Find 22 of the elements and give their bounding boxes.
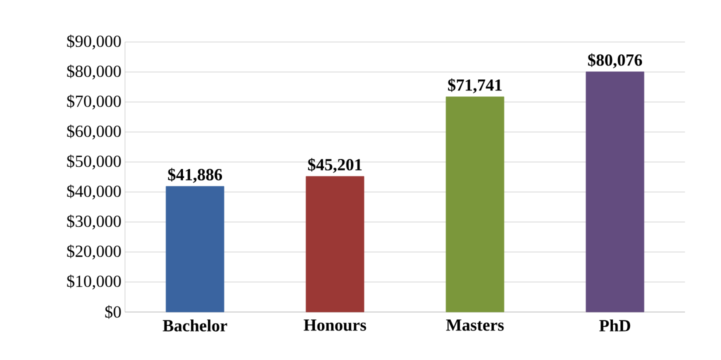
y-tick-label: $90,000 <box>67 34 121 50</box>
y-tick-label: $70,000 <box>67 94 121 110</box>
x-tick-label: Bachelor <box>162 320 228 332</box>
y-tick-label: $50,000 <box>67 154 121 170</box>
bar <box>306 176 364 312</box>
x-tick-label: PhD <box>599 320 630 332</box>
bar <box>166 186 224 312</box>
y-tick-label: $30,000 <box>67 214 121 230</box>
y-tick-label: $10,000 <box>67 274 121 290</box>
data-label: $71,741 <box>448 78 502 94</box>
x-tick-label: Honours <box>304 320 366 331</box>
data-label: $45,201 <box>308 158 362 173</box>
bar <box>446 96 504 312</box>
data-label: $41,886 <box>168 168 222 183</box>
y-tick-label: $20,000 <box>67 244 121 260</box>
data-label: $80,076 <box>588 53 642 68</box>
y-tick-label: $40,000 <box>67 184 121 200</box>
x-tick-label: Masters <box>446 320 504 331</box>
y-tick-label: $0 <box>105 305 121 319</box>
y-tick-label: $60,000 <box>67 124 121 140</box>
bar <box>586 72 644 312</box>
y-tick-label: $80,000 <box>67 64 121 80</box>
